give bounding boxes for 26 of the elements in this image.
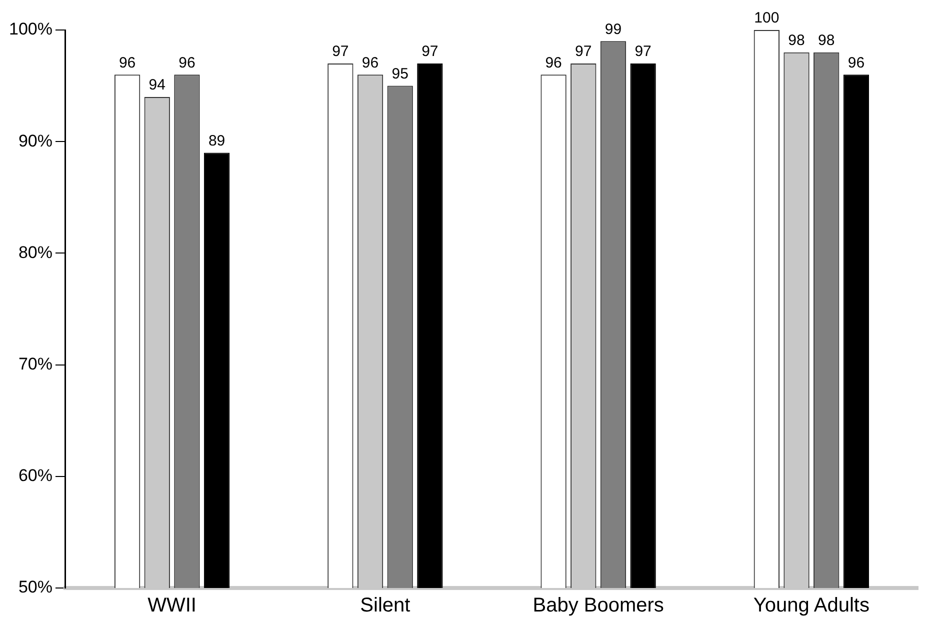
data-label: 97 xyxy=(634,43,652,60)
data-label: 99 xyxy=(604,20,622,38)
data-label: 97 xyxy=(422,43,438,60)
data-label: 89 xyxy=(208,132,226,150)
data-label: 96 xyxy=(545,54,562,72)
x-tick-label: Silent xyxy=(360,594,411,617)
data-label: 97 xyxy=(575,43,592,60)
data-label: 96 xyxy=(178,54,196,72)
y-tick-label: 60% xyxy=(18,466,52,486)
y-tick-label: 70% xyxy=(18,354,52,374)
data-label: 97 xyxy=(332,43,349,60)
y-tick-label: 90% xyxy=(18,131,52,150)
y-tick-label: 100% xyxy=(8,20,52,39)
x-tick-label: WWII xyxy=(148,594,196,617)
data-label: 94 xyxy=(148,76,166,94)
data-label: 96 xyxy=(362,54,379,72)
data-label: 100 xyxy=(754,10,780,27)
data-label: 98 xyxy=(818,32,835,49)
data-label: 98 xyxy=(788,32,805,49)
x-tick-label: Young Adults xyxy=(753,594,870,617)
x-tick-label: Baby Boomers xyxy=(532,594,664,617)
y-tick-label: 80% xyxy=(18,242,52,262)
y-tick-label: 50% xyxy=(18,578,52,597)
data-label: 95 xyxy=(392,65,408,82)
data-label: 96 xyxy=(118,54,136,72)
data-label: 96 xyxy=(848,54,865,72)
